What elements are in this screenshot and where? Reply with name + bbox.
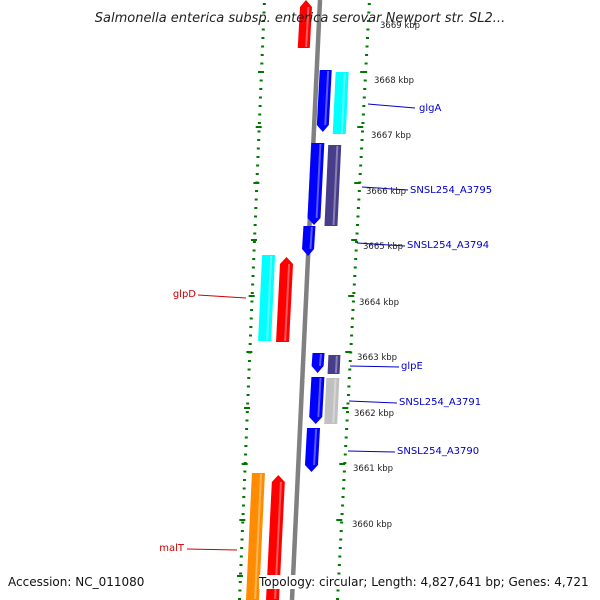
kbp-label: 3667 kbp <box>371 131 411 141</box>
gene-label: SNSL254_A3794 <box>407 240 489 251</box>
backbone-path <box>289 0 323 600</box>
map-title: Salmonella enterica subsp. enterica sero… <box>95 11 505 26</box>
leader-line <box>361 186 409 191</box>
feature-highlight <box>334 355 338 374</box>
glpD-cyan-feature <box>258 255 276 341</box>
feature-highlight <box>318 353 322 367</box>
gray-feature <box>324 378 340 424</box>
feature-highlight <box>313 428 318 466</box>
slate-feature <box>324 145 342 226</box>
feature-highlight <box>305 6 310 48</box>
kbp-label: 3662 kbp <box>354 409 394 419</box>
leader-line <box>348 400 398 404</box>
leader-line <box>349 365 400 368</box>
gene-label: SNSL254_A3795 <box>410 185 492 196</box>
gene-labels: glpD malT glgA SNSL254_A3795 SNSL254_A3794gl… <box>159 103 492 554</box>
backbone-line <box>289 0 323 600</box>
gene-label: SNSL254_A3791 <box>399 397 481 408</box>
red-feature <box>297 0 312 48</box>
feature-highlight <box>254 473 263 600</box>
label-leaders <box>186 103 416 551</box>
kbp-label: 3663 kbp <box>357 353 397 363</box>
leader-line <box>197 294 247 299</box>
feature-highlight <box>284 263 291 342</box>
cyan-feature <box>332 72 349 134</box>
topology-label: Topology: circular; Length: 4,827,641 bp… <box>259 575 589 589</box>
SNSL254_A3794-feature <box>302 226 316 256</box>
feature-highlight <box>324 70 330 126</box>
kbp-label: 3665 kbp <box>363 242 403 252</box>
kbp-labels: 3669 kbp 3668 kbp 3667 kbp 3666 kbp 3665 kbp… <box>352 21 420 530</box>
kbp-label: 3664 kbp <box>359 298 399 308</box>
kbp-label: 3660 kbp <box>352 520 392 530</box>
feature-highlight <box>332 145 339 226</box>
feature-highlight <box>315 143 322 219</box>
gene-label: SNSL254_A3790 <box>397 446 479 457</box>
orange-feature <box>246 473 265 600</box>
feature-highlight <box>317 377 322 418</box>
gene-label: glpD <box>173 289 196 300</box>
accession-label: Accession: NC_011080 <box>8 575 145 589</box>
glgA-feature <box>316 70 332 132</box>
SNSL254_A3790-feature <box>304 428 321 472</box>
malT-feature <box>266 475 285 600</box>
gene-label: glpE <box>401 361 423 372</box>
SNSL254_A3791-feature <box>309 377 325 424</box>
leader-line <box>347 450 396 453</box>
feature-track <box>246 0 349 600</box>
kbp-label: 3669 kbp <box>380 21 420 31</box>
leader-line <box>356 242 406 247</box>
SNSL254_A3795-feature <box>307 143 325 225</box>
kbp-label: 3661 kbp <box>353 464 393 474</box>
feature-highlight <box>340 72 346 134</box>
gene-label: malT <box>159 543 185 554</box>
glpD-feature <box>276 257 294 342</box>
gene-label: glgA <box>419 103 441 114</box>
kbp-label: 3668 kbp <box>374 76 414 86</box>
feature-highlight <box>332 378 337 424</box>
feature-highlight <box>266 255 273 341</box>
leader-line <box>367 103 416 109</box>
leader-line <box>186 548 238 551</box>
feature-highlight <box>309 226 313 250</box>
kbp-label: 3666 kbp <box>366 187 406 197</box>
glpE-slate-feature <box>327 355 341 374</box>
glpE-feature <box>311 353 325 373</box>
